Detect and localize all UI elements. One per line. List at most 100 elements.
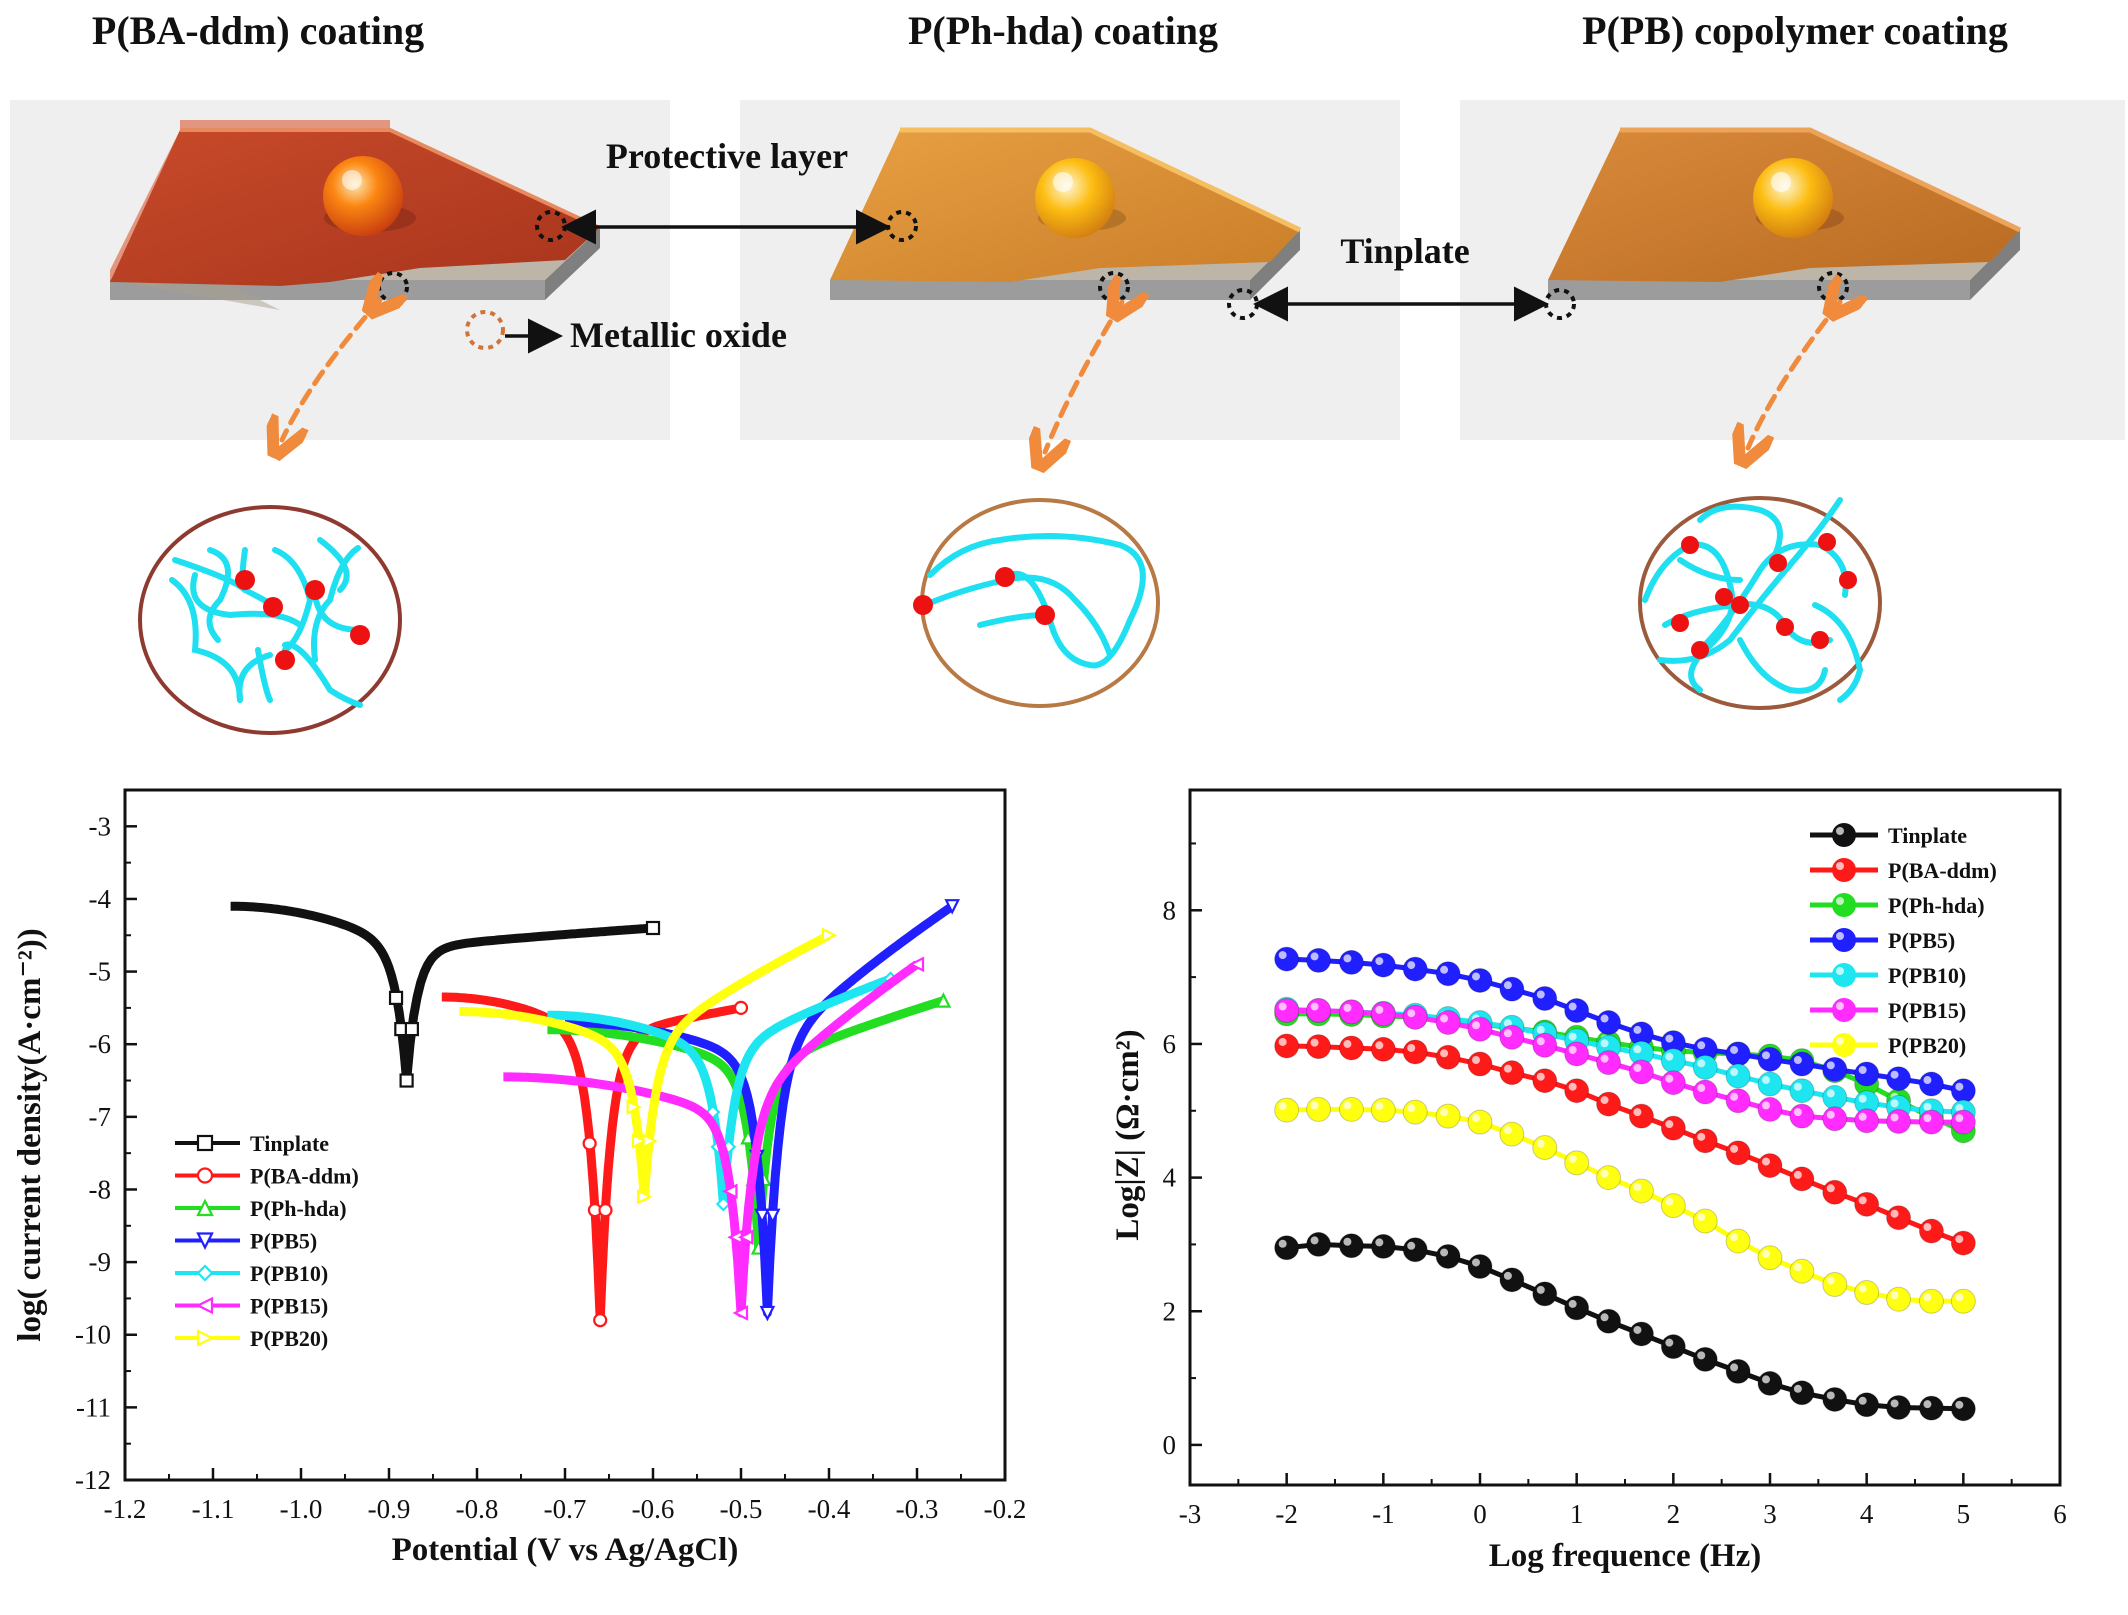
- bode-point-highlight: [1503, 981, 1512, 990]
- bode-point: [1274, 998, 1300, 1024]
- bode-point: [1628, 1103, 1654, 1129]
- bode-point: [1660, 1070, 1686, 1096]
- bode-point: [1757, 1153, 1783, 1179]
- bode-series-p-pb5: [1274, 946, 1976, 1104]
- bode-point: [1306, 947, 1332, 973]
- bode-point-highlight: [1568, 1154, 1577, 1163]
- bode-series-p-pb15: [1274, 998, 1976, 1135]
- tafel-y-tick-label: -3: [89, 811, 112, 841]
- bode-point-highlight: [1375, 1005, 1384, 1014]
- tafel-x-tick-label: -0.5: [720, 1494, 763, 1524]
- bode-point-highlight: [1665, 1052, 1674, 1061]
- tafel-x-tick-label: -0.6: [632, 1494, 675, 1524]
- bode-point-highlight: [1600, 1096, 1609, 1105]
- bode-point-highlight: [1858, 1112, 1867, 1121]
- bode-point: [1338, 1035, 1364, 1061]
- bode-point-highlight: [1955, 1235, 1964, 1244]
- tafel-legend-item-tinplate: Tinplate: [175, 1131, 329, 1156]
- tafel-series-p-pb15: [502, 956, 925, 1321]
- bode-legend-item-p-pb15: P(PB15): [1810, 998, 1966, 1023]
- bode-point-highlight: [1633, 1108, 1642, 1117]
- bode-legend-item-p-pb20: P(PB20): [1810, 1033, 1966, 1058]
- bode-point-highlight: [1472, 1021, 1480, 1030]
- bode-legend-marker: [1832, 963, 1856, 987]
- bode-point: [1467, 1253, 1493, 1279]
- tafel-legend-marker: [196, 1232, 214, 1250]
- bode-point: [1886, 1286, 1912, 1312]
- bode-point: [1306, 998, 1332, 1024]
- bode-x-tick-label: -2: [1275, 1499, 1298, 1529]
- bode-point: [1692, 1128, 1718, 1154]
- bode-point-highlight: [1923, 1102, 1932, 1111]
- bode-point: [1822, 1179, 1848, 1205]
- bode-point-highlight: [1407, 1009, 1416, 1018]
- bode-point: [1467, 1016, 1493, 1042]
- tafel-legend-marker: [196, 1134, 214, 1152]
- bode-legend-marker: [1832, 998, 1856, 1022]
- bode-point-highlight: [1600, 1014, 1609, 1023]
- bode-point: [1789, 1380, 1815, 1406]
- bode-point: [1789, 1258, 1815, 1284]
- bode-point: [1596, 1091, 1622, 1117]
- bode-point-highlight: [1633, 1025, 1642, 1034]
- bode-point: [1370, 1001, 1396, 1027]
- tafel-legend-label: P(PB10): [250, 1261, 328, 1286]
- bode-point-highlight: [1730, 1068, 1739, 1077]
- bode-point-highlight: [1730, 1045, 1739, 1054]
- bode-point-highlight: [1826, 1184, 1835, 1193]
- bode-legend-marker-highlight: [1836, 1037, 1844, 1045]
- bode-point: [1789, 1051, 1815, 1077]
- bode-x-tick-label: 1: [1570, 1499, 1584, 1529]
- tafel-legend: Tinplate P(BA-ddm) P(Ph-hda) P(PB5) P(PB10) P…: [175, 1131, 359, 1351]
- tafel-point: [645, 920, 661, 936]
- bode-point-highlight: [1665, 1338, 1674, 1347]
- tafel-point: [821, 927, 838, 944]
- bode-series-p-ba-ddm: [1274, 1033, 1976, 1256]
- bode-point: [1499, 1121, 1525, 1147]
- bode-point-highlight: [1278, 1102, 1287, 1111]
- bode-point-highlight: [1343, 1039, 1352, 1048]
- bode-point-highlight: [1955, 1293, 1964, 1302]
- bode-point-highlight: [1826, 1276, 1835, 1285]
- tafel-series-p-pb20: [457, 927, 838, 1205]
- bode-point-highlight: [1343, 1101, 1352, 1110]
- tafel-y-tick-label: -6: [89, 1029, 112, 1059]
- bode-point-highlight: [1923, 1400, 1932, 1409]
- bode-point-highlight: [1730, 1144, 1739, 1153]
- bode-point-highlight: [1568, 1082, 1577, 1091]
- bode-legend-label: P(PB15): [1888, 998, 1966, 1023]
- bode-point-highlight: [1503, 1271, 1512, 1280]
- tafel-x-tick-label: -0.2: [984, 1494, 1027, 1524]
- bode-point: [1628, 1178, 1654, 1204]
- bode-point: [1725, 1088, 1751, 1114]
- bode-legend-item-p-ba-ddm: P(BA-ddm): [1810, 858, 1997, 883]
- bode-point: [1950, 1078, 1976, 1104]
- tafel-y-tick-label: -7: [89, 1102, 112, 1132]
- bode-legend-marker-highlight: [1836, 932, 1844, 940]
- bode-legend-marker: [1832, 893, 1856, 917]
- tafel-legend-label: Tinplate: [250, 1131, 329, 1156]
- tafel-point: [764, 1208, 781, 1225]
- tafel-legend-marker: [195, 1296, 214, 1315]
- bode-point-highlight: [1697, 1059, 1706, 1068]
- bode-point: [1338, 1096, 1364, 1122]
- tafel-point: [737, 1229, 754, 1245]
- tafel-point: [759, 1305, 776, 1322]
- bode-legend-marker: [1832, 858, 1856, 882]
- bode-point-highlight: [1310, 1101, 1319, 1110]
- bode-point-highlight: [1600, 1054, 1609, 1063]
- bode-line: [1286, 1241, 1964, 1412]
- bode-point-highlight: [1503, 1019, 1512, 1028]
- bode-point: [1854, 1392, 1880, 1418]
- bode-x-tick-label: 5: [1957, 1499, 1971, 1529]
- tafel-point: [935, 992, 952, 1008]
- bode-point-highlight: [1762, 1051, 1770, 1060]
- bode-point: [1854, 1191, 1880, 1217]
- bode-y-tick-label: 8: [1163, 895, 1177, 925]
- bode-point-highlight: [1278, 1239, 1287, 1248]
- bode-point: [1564, 1078, 1590, 1104]
- bode-x-tick-label: 0: [1473, 1499, 1487, 1529]
- tafel-y-tick-label: -5: [89, 957, 112, 987]
- bode-point-highlight: [1793, 1384, 1802, 1393]
- bode-point-highlight: [1858, 1396, 1867, 1405]
